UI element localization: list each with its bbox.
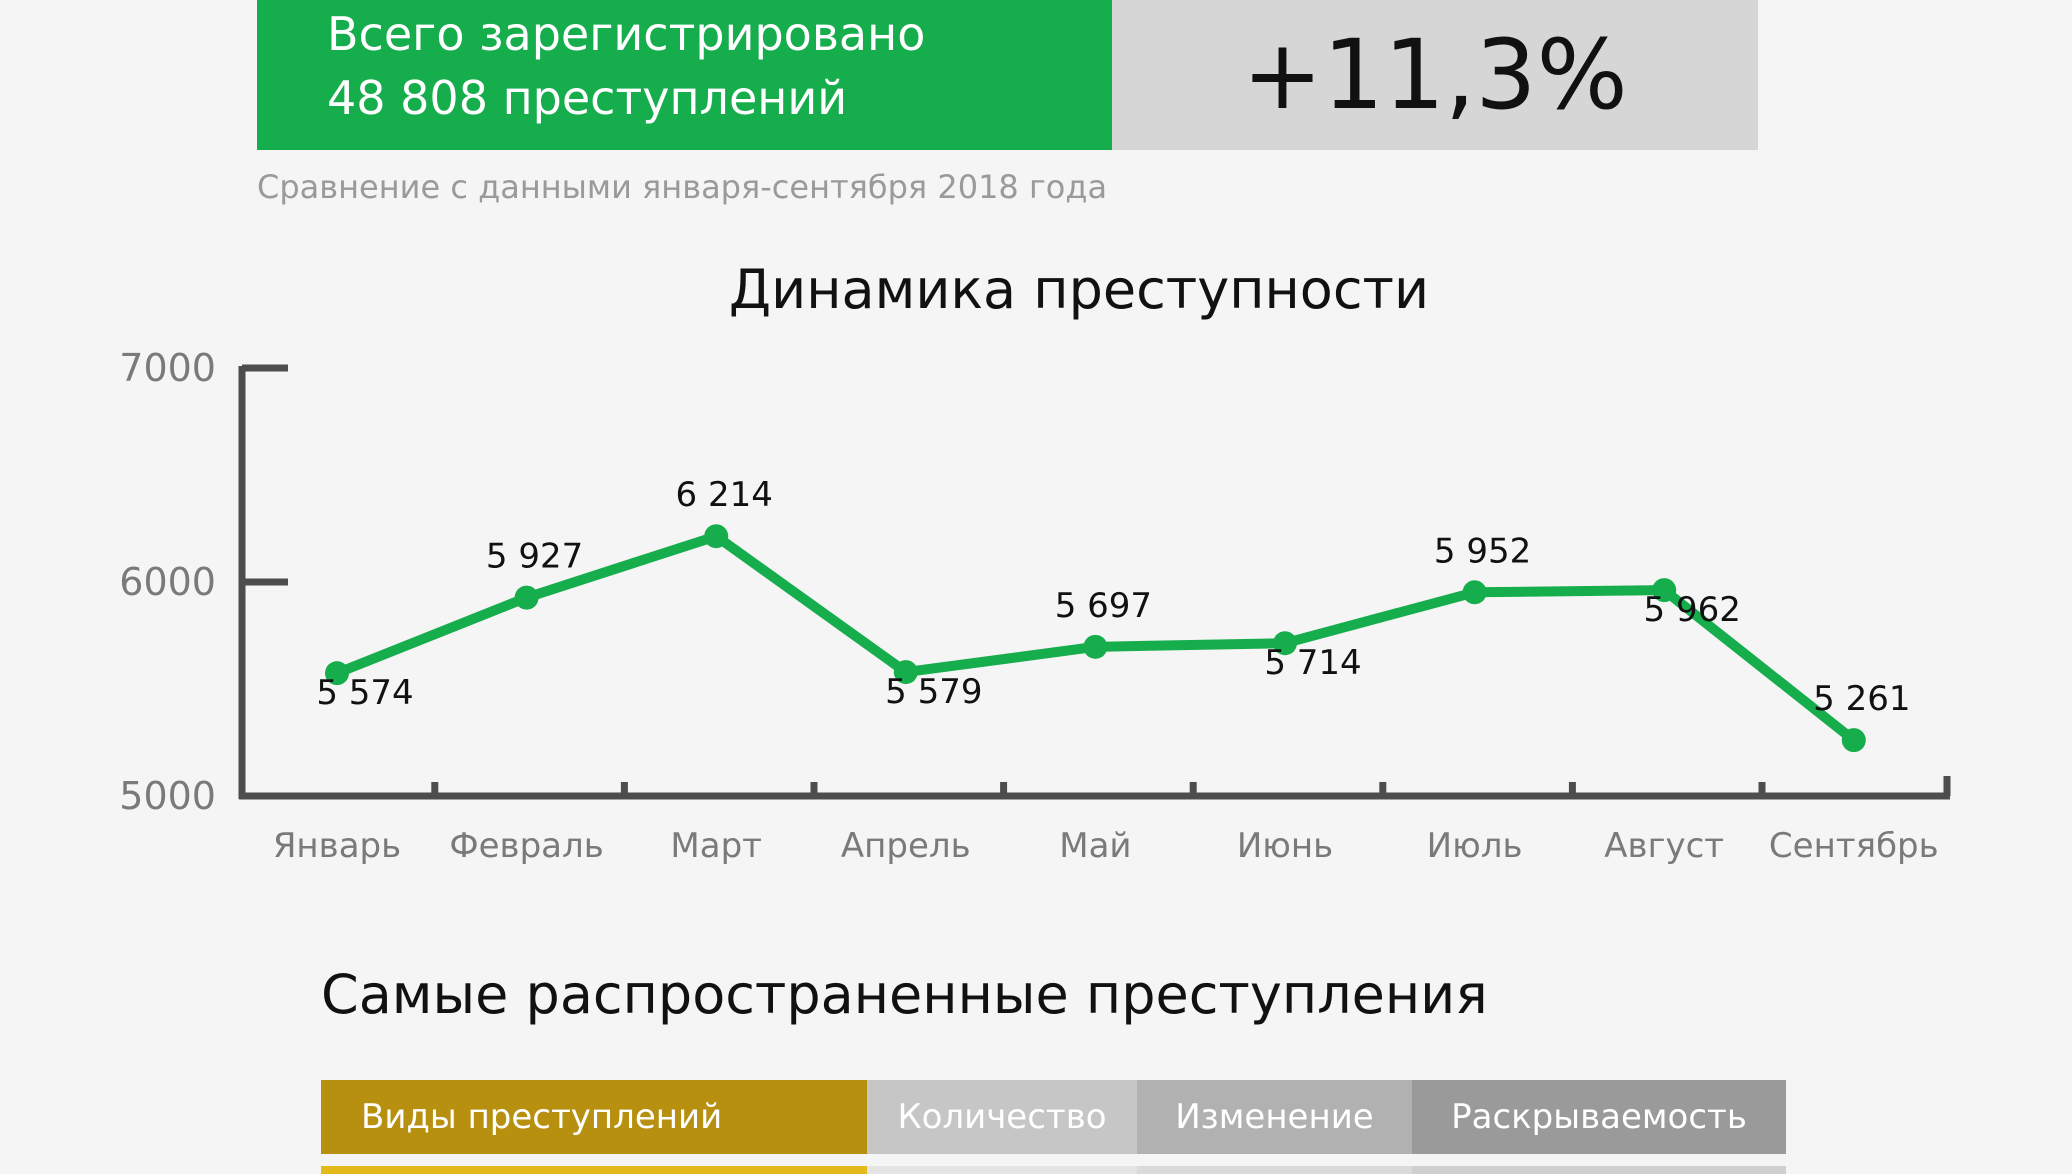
x-tick-label: Август xyxy=(1604,826,1724,866)
table-first-row xyxy=(321,1166,1786,1174)
data-label: 5 952 xyxy=(1434,531,1531,571)
data-label: 5 579 xyxy=(885,672,982,712)
x-tick-label: Июль xyxy=(1427,826,1523,866)
table-row-cell-type xyxy=(321,1166,867,1174)
x-tick-label: Апрель xyxy=(841,826,971,866)
x-tick-label: Март xyxy=(670,826,762,866)
data-label: 5 714 xyxy=(1264,643,1361,683)
table-row-cell-solve-rate xyxy=(1412,1166,1786,1174)
data-label: 6 214 xyxy=(676,475,773,515)
data-point xyxy=(514,585,539,610)
table-row-cell-change xyxy=(1137,1166,1412,1174)
column-header-change: Изменение xyxy=(1137,1080,1412,1154)
y-tick-label: 7000 xyxy=(119,346,216,390)
data-point xyxy=(325,661,349,686)
section-title: Самые распространенные преступления xyxy=(321,963,1488,1026)
total-registered-label: Всего зарегистрировано xyxy=(327,7,926,61)
y-tick-label: 5000 xyxy=(119,774,216,818)
total-crimes-panel: Всего зарегистрировано 48 808 преступлен… xyxy=(257,0,1112,150)
crime-dynamics-chart: 5000 6000 7000 Январь Февраль Март Апрель Май Ию… xyxy=(119,346,1951,866)
column-header-type: Виды преступлений xyxy=(321,1080,867,1154)
x-tick-label: Сентябрь xyxy=(1769,826,1939,866)
data-label: 5 927 xyxy=(486,537,583,577)
change-percent: +11,3% xyxy=(1242,19,1628,131)
crime-table-header: Виды преступлений Количество Изменение Р… xyxy=(321,1080,1786,1154)
x-tick-label: Май xyxy=(1059,826,1131,866)
data-label: 5 574 xyxy=(316,673,413,713)
data-point xyxy=(1273,631,1297,656)
data-point xyxy=(1841,728,1866,753)
comparison-note: Сравнение с данными января-сентября 2018… xyxy=(257,168,1108,206)
table-row-cell-count xyxy=(867,1166,1137,1174)
chart-title: Динамика преступности xyxy=(728,258,1430,321)
data-point xyxy=(1083,634,1108,659)
data-label: 5 962 xyxy=(1644,590,1741,630)
column-header-solve-rate: Раскрываемость xyxy=(1412,1080,1786,1154)
total-crimes-count: 48 808 преступлений xyxy=(327,71,848,125)
data-point xyxy=(893,660,918,685)
change-percent-panel: +11,3% xyxy=(1112,0,1758,150)
data-point xyxy=(1462,580,1487,605)
data-label: 5 697 xyxy=(1055,586,1152,626)
data-point xyxy=(1652,578,1677,603)
data-point xyxy=(704,524,729,549)
y-tick-label: 6000 xyxy=(119,560,216,604)
data-label: 5 261 xyxy=(1813,679,1910,719)
x-tick-label: Июнь xyxy=(1237,826,1333,866)
x-tick-label: Январь xyxy=(273,826,401,866)
column-header-count: Количество xyxy=(867,1080,1137,1154)
x-tick-label: Февраль xyxy=(449,826,603,866)
